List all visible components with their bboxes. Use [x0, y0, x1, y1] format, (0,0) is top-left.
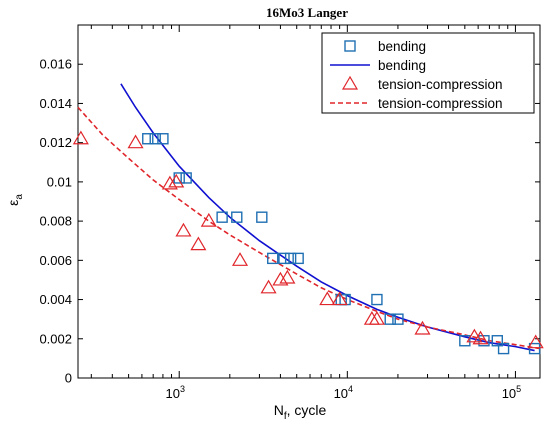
y-tick-label: 0.006 [39, 253, 72, 268]
bending-data-point [478, 335, 490, 347]
tension-compression-data-point [231, 252, 249, 266]
y-tick-label: 0.004 [39, 292, 72, 307]
bending-data-point [497, 342, 510, 355]
bending-data-point [371, 293, 383, 306]
y-tick-label: 0 [65, 371, 72, 386]
tension-compression-data-point [472, 330, 489, 345]
bending-data-point [180, 172, 192, 184]
tension-compression-data-point [331, 291, 348, 306]
tension-compression-data-point [200, 212, 217, 227]
legend-label: bending [378, 58, 426, 73]
bending-data-point [267, 252, 279, 265]
bending-data-point [149, 133, 161, 145]
legend-label: bending [378, 39, 426, 54]
legend: bending bending tension-compression tension… [321, 32, 535, 114]
tension-compression-data-point [414, 320, 431, 335]
x-tick-exponent: 5 [516, 384, 521, 394]
x-tick-exponent: 4 [348, 384, 353, 394]
tension-compression-data-point [168, 173, 185, 188]
bending-fit-line [120, 83, 535, 352]
bending-data-point [216, 211, 228, 223]
x-axis-label-subscript: f [284, 411, 287, 422]
legend-square-marker [344, 40, 356, 52]
bending-data-point [491, 335, 503, 347]
x-tick-label: 105 [502, 384, 521, 401]
tension-compression-data-point [272, 271, 289, 286]
bending-data-point [142, 133, 154, 145]
bending-data-point [173, 172, 185, 184]
tension-compression-data-point [161, 175, 178, 190]
y-axis-ticks: 0 0.002 0.004 0.006 0.008 0.01 0.012 0.014 0.016 [39, 57, 540, 386]
x-axis-label-main: N [274, 402, 284, 418]
y-tick-label: 0.012 [39, 135, 72, 150]
plot-frame [77, 24, 541, 379]
bending-data-point [231, 211, 243, 223]
bending-data-point [256, 211, 268, 223]
legend-box [321, 32, 535, 114]
y-axis-label-subscript: a [14, 194, 25, 200]
bending-data-point [392, 313, 404, 325]
bending-data-point [292, 252, 304, 265]
y-tick-label: 0.01 [47, 174, 72, 189]
legend-item: bending [344, 39, 426, 54]
tension-compression-data-point [127, 134, 144, 149]
legend-item: tension-compression [341, 75, 503, 92]
legend-item: tension-compression [330, 96, 503, 111]
bending-data-point [384, 313, 396, 325]
bending-data-point [278, 252, 290, 265]
x-axis-label: Nf, cycle [274, 402, 327, 422]
tension-compression-data-point [363, 310, 380, 325]
tension-compression-data-point [527, 334, 544, 349]
legend-label: tension-compression [378, 96, 503, 111]
tension-compression-data-point [319, 291, 336, 306]
bending-data-point [528, 342, 541, 355]
x-tick-label: 104 [334, 384, 353, 401]
series-layer [72, 83, 544, 355]
tension-compression-data-point [279, 269, 296, 284]
tension-compression-data-point [72, 130, 89, 145]
chart-title: 16Mo3 Langer [266, 5, 348, 20]
y-tick-label: 0.008 [39, 214, 72, 229]
x-axis-label-rest: , cycle [287, 402, 327, 418]
y-tick-label: 0.014 [39, 96, 72, 111]
legend-triangle-marker [341, 75, 359, 90]
x-tick-base: 10 [334, 386, 348, 401]
x-tick-base: 10 [165, 386, 179, 401]
y-tick-label: 0.016 [39, 57, 72, 72]
tension-compression-data-point [190, 236, 207, 251]
x-axis-ticks: 103 104 105 [90, 25, 521, 401]
y-tick-label: 0.002 [39, 331, 72, 346]
tension-compression-data-point [260, 279, 277, 294]
bending-data-point [157, 133, 169, 145]
x-tick-label: 103 [165, 384, 184, 401]
y-axis-label: εa [5, 194, 25, 206]
tension-compression-data-point [175, 222, 192, 237]
bending-data-point [284, 252, 297, 265]
y-axis-label-main: ε [5, 200, 21, 206]
x-tick-base: 10 [502, 386, 516, 401]
tension-compression-data-point [368, 310, 385, 325]
legend-label: tension-compression [378, 77, 503, 92]
legend-item: bending [330, 58, 426, 73]
x-tick-exponent: 3 [180, 384, 185, 394]
bending-data-point [459, 335, 471, 347]
